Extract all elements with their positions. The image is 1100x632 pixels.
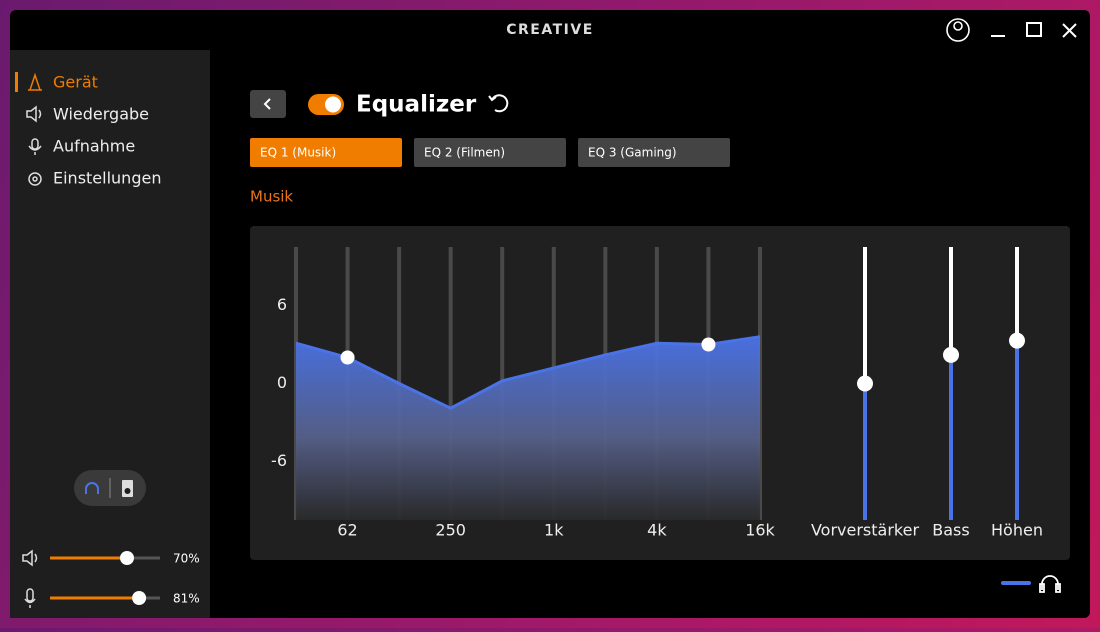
- control-label: Vorverstärker: [811, 521, 919, 540]
- back-arrow: [263, 98, 271, 110]
- nav-item[interactable]: Aufnahme: [53, 137, 135, 156]
- preset-name: Musik: [250, 188, 293, 206]
- y-tick-label: 6: [277, 295, 287, 314]
- level-knob[interactable]: [132, 591, 147, 605]
- preset-label: EQ 2 (Filmen): [424, 146, 505, 160]
- back-button[interactable]: [250, 90, 286, 118]
- settings-icon: [28, 172, 42, 186]
- record-icon-base: [28, 145, 42, 155]
- speaker-cone: [124, 488, 131, 494]
- level-label: 81%: [173, 592, 200, 606]
- preset-label: EQ 3 (Gaming): [588, 146, 677, 160]
- preset-tab[interactable]: [578, 138, 730, 167]
- account-icon: [953, 21, 963, 31]
- preset-tab[interactable]: [250, 138, 402, 167]
- control-knob[interactable]: [943, 346, 959, 363]
- close-button[interactable]: [1062, 23, 1077, 38]
- headphone-legend: [1039, 575, 1061, 593]
- control-knob[interactable]: [1009, 332, 1025, 349]
- reset-button[interactable]: [488, 94, 509, 113]
- nav-item[interactable]: Gerät: [53, 73, 98, 92]
- preset-tab[interactable]: [414, 138, 566, 167]
- active-indicator: [15, 72, 18, 92]
- control-label: Höhen: [991, 521, 1043, 540]
- window-controls: [946, 18, 1077, 42]
- nav: Gerät Wiedergabe Aufnahme Einstellungen: [53, 73, 161, 188]
- equalizer: 6 0 -6 62 250 1k 4k 16k Vorverstärker Bass Höhen: [271, 247, 1043, 540]
- level-label: 70%: [173, 552, 200, 566]
- maximize-button[interactable]: [1026, 22, 1042, 37]
- band-label: 1k: [544, 521, 564, 540]
- eq-handle[interactable]: [340, 350, 355, 365]
- levels: 70% 81%: [50, 551, 200, 606]
- eq-handle[interactable]: [701, 337, 716, 352]
- settings-icon-center: [32, 176, 38, 182]
- playback-icon: [26, 105, 42, 123]
- nav-icons: [26, 72, 42, 186]
- device-icon: [28, 72, 42, 91]
- page-title: Equalizer: [356, 92, 477, 118]
- y-tick-label: -6: [271, 451, 287, 470]
- volume-icon: [22, 549, 38, 567]
- band-label: 4k: [647, 521, 667, 540]
- headphone-icon: [85, 482, 99, 494]
- level-knob[interactable]: [120, 551, 134, 565]
- nav-item[interactable]: Wiedergabe: [53, 105, 149, 124]
- sidebar: [10, 50, 210, 618]
- band-label: 62: [337, 521, 357, 540]
- band-label: 16k: [745, 521, 775, 540]
- preset-label: EQ 1 (Musik): [260, 146, 336, 160]
- brand: CREATIVE: [506, 22, 594, 38]
- toggle-knob: [325, 96, 341, 113]
- band-label: 250: [435, 521, 466, 540]
- presets: EQ 1 (Musik) EQ 2 (Filmen) EQ 3 (Gaming): [250, 138, 730, 167]
- mic-icon: [24, 588, 36, 608]
- control-knob[interactable]: [857, 375, 873, 392]
- record-icon: [31, 138, 39, 150]
- eq-area: [296, 336, 760, 520]
- control-label: Bass: [932, 521, 969, 540]
- eq-curve: [295, 335, 761, 410]
- nav-item[interactable]: Einstellungen: [53, 169, 161, 188]
- y-tick-label: 0: [277, 373, 287, 392]
- account-button[interactable]: [946, 18, 970, 42]
